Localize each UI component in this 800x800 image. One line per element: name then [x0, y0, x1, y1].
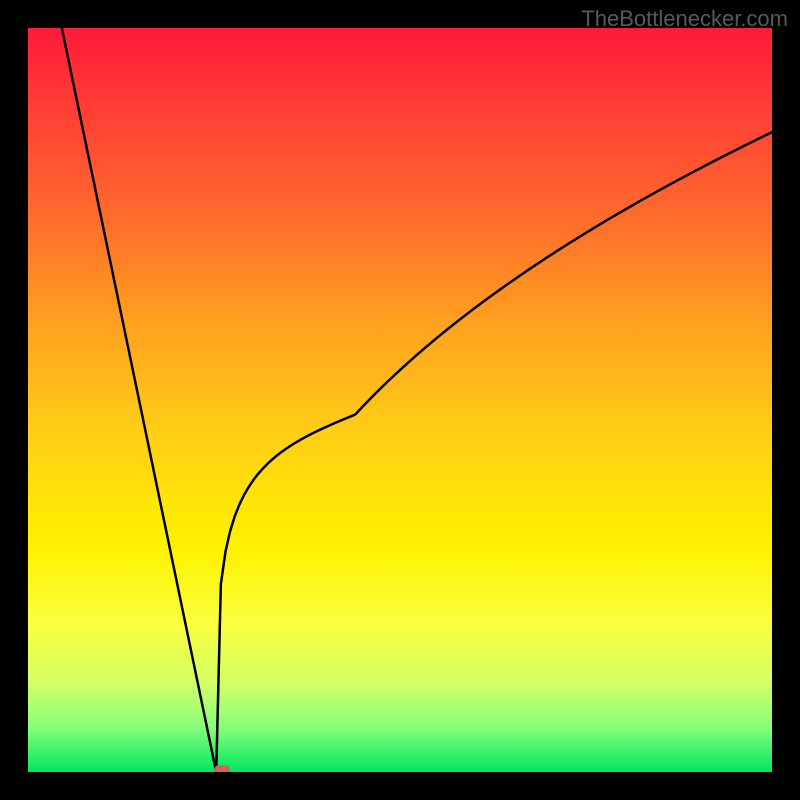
- chart-svg: [0, 0, 800, 800]
- bottleneck-chart: TheBottlenecker.com: [0, 0, 800, 800]
- watermark-text: TheBottlenecker.com: [581, 6, 788, 32]
